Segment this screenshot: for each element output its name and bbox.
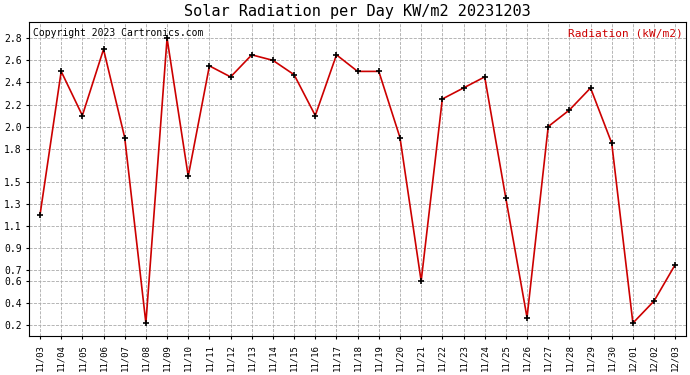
Title: Solar Radiation per Day KW/m2 20231203: Solar Radiation per Day KW/m2 20231203: [184, 4, 531, 19]
Text: Copyright 2023 Cartronics.com: Copyright 2023 Cartronics.com: [32, 28, 203, 38]
Text: Radiation (kW/m2): Radiation (kW/m2): [568, 28, 682, 38]
